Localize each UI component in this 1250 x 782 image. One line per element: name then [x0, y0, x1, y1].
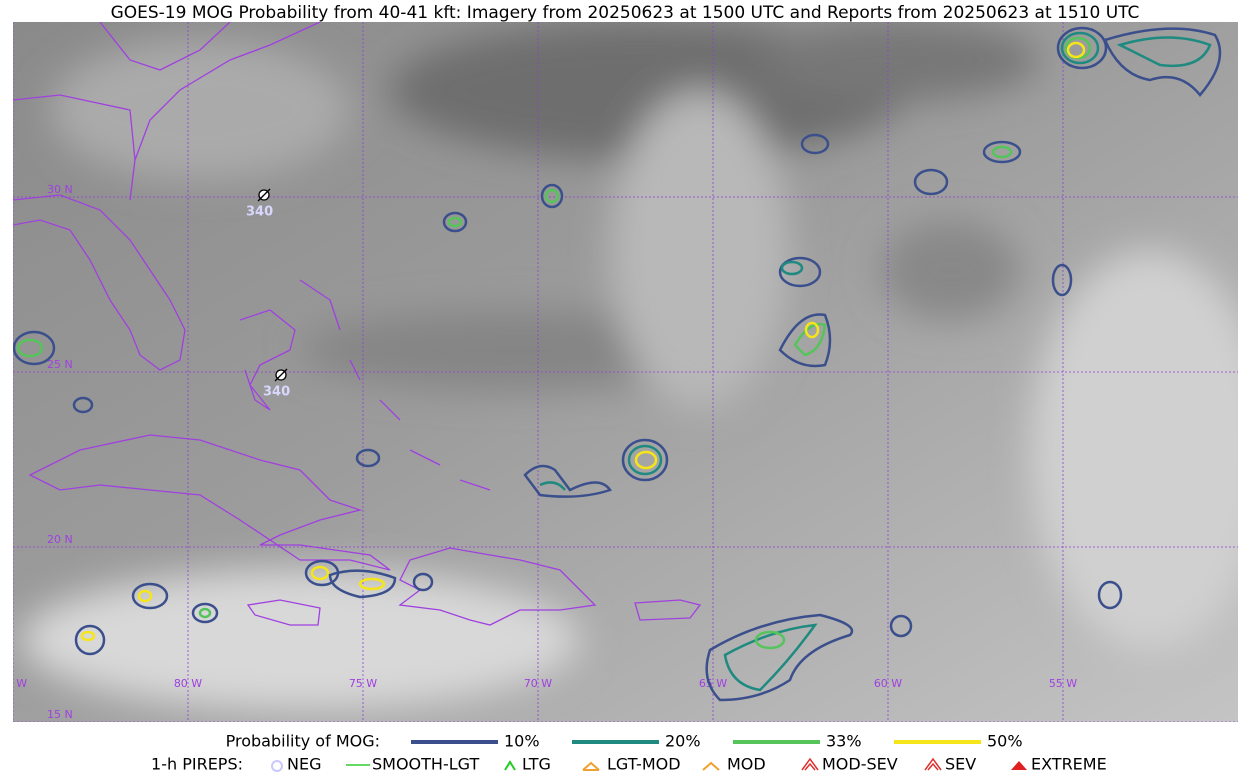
pirep-legend-label: SEV: [945, 755, 976, 774]
pirep-legend-label: SMOOTH-LGT: [372, 755, 479, 774]
pirep-icon: [801, 757, 819, 771]
legend-label: 20%: [665, 732, 701, 751]
pirep-slash: [257, 188, 271, 202]
pirep-legend-label: EXTREME: [1031, 755, 1107, 774]
lat-label: 15 N: [47, 708, 73, 721]
map: 30 N 25 N 20 N 15 N 85 W 80 W 75 W 70 W 65 W 60 W…: [0, 22, 1238, 722]
lon-label: 60 W: [874, 677, 902, 690]
legend-label: 10%: [504, 732, 540, 751]
legend-label: 50%: [987, 732, 1023, 751]
pirep-icon: [1011, 761, 1027, 770]
lon-label: 65 W: [699, 677, 727, 690]
pirep-icon: [924, 757, 942, 771]
legend-label: 33%: [826, 732, 862, 751]
pirep-legend-label: LGT-MOD: [607, 755, 681, 774]
coastlines: [13, 22, 702, 626]
cloud-texture: [20, 22, 1238, 710]
legend-title: Probability of MOG:: [226, 732, 380, 751]
lat-label: 25 N: [47, 358, 73, 371]
graticule: 30 N 25 N 20 N 15 N 85 W 80 W 75 W 70 W 65 W 60 W…: [0, 22, 1238, 722]
lon-label: 85 W: [0, 677, 27, 690]
pirep-legend-label: NEG: [287, 755, 321, 774]
lon-label: 75 W: [349, 677, 377, 690]
lat-label: 20 N: [47, 533, 73, 546]
pirep-label: 340: [263, 385, 290, 400]
pirep-legend-label: MOD-SEV: [822, 755, 898, 774]
lon-label: 70 W: [524, 677, 552, 690]
pirep-icon: [504, 760, 516, 771]
legend: Probability of MOG: 1-h PIREPS: 10% 20% 33…: [151, 732, 1107, 774]
pireps-title: 1-h PIREPS:: [151, 755, 243, 774]
lon-label: 80 W: [174, 677, 202, 690]
lon-label: 55 W: [1049, 677, 1077, 690]
lat-label: 30 N: [47, 183, 73, 196]
pirep-icon: [582, 761, 600, 771]
pirep-icon: [702, 761, 720, 771]
pirep-icon: [271, 760, 283, 772]
pirep-reports: 340 340: [246, 188, 290, 400]
pirep-legend-label: MOD: [727, 755, 766, 774]
pirep-slash: [274, 368, 288, 382]
mog-contours: [13, 26, 1222, 702]
title: GOES-19 MOG Probability from 40-41 kft: …: [111, 3, 1140, 23]
pirep-label: 340: [246, 205, 273, 220]
pirep-legend-label: LTG: [522, 755, 551, 774]
